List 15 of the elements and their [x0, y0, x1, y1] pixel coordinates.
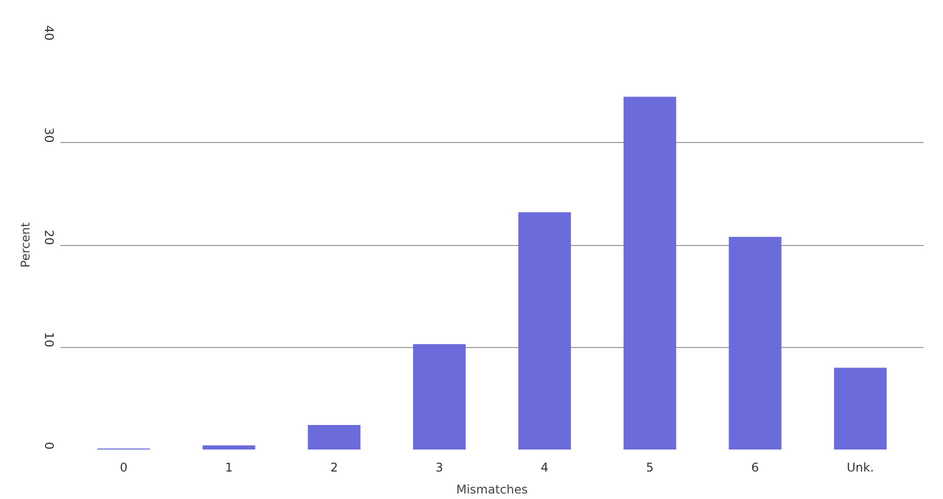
x-tick-label: 4	[540, 460, 548, 474]
x-tick-label: 1	[225, 460, 233, 474]
x-tick-label: 5	[646, 460, 654, 474]
y-tick-label: 0	[42, 442, 56, 450]
y-axis-title: Percent	[18, 222, 32, 268]
y-tick-label: 40	[42, 25, 56, 41]
x-tick-label: 2	[330, 460, 338, 474]
y-tick-label: 30	[42, 127, 56, 143]
x-tick-label: 6	[751, 460, 759, 474]
x-axis-title: Mismatches	[456, 482, 528, 496]
y-tick-label: 20	[42, 230, 56, 246]
y-tick-label: 10	[42, 332, 56, 348]
x-tick-label: 0	[120, 460, 128, 474]
x-tick-label: Unk.	[846, 460, 874, 474]
x-tick-label: 3	[436, 460, 444, 474]
